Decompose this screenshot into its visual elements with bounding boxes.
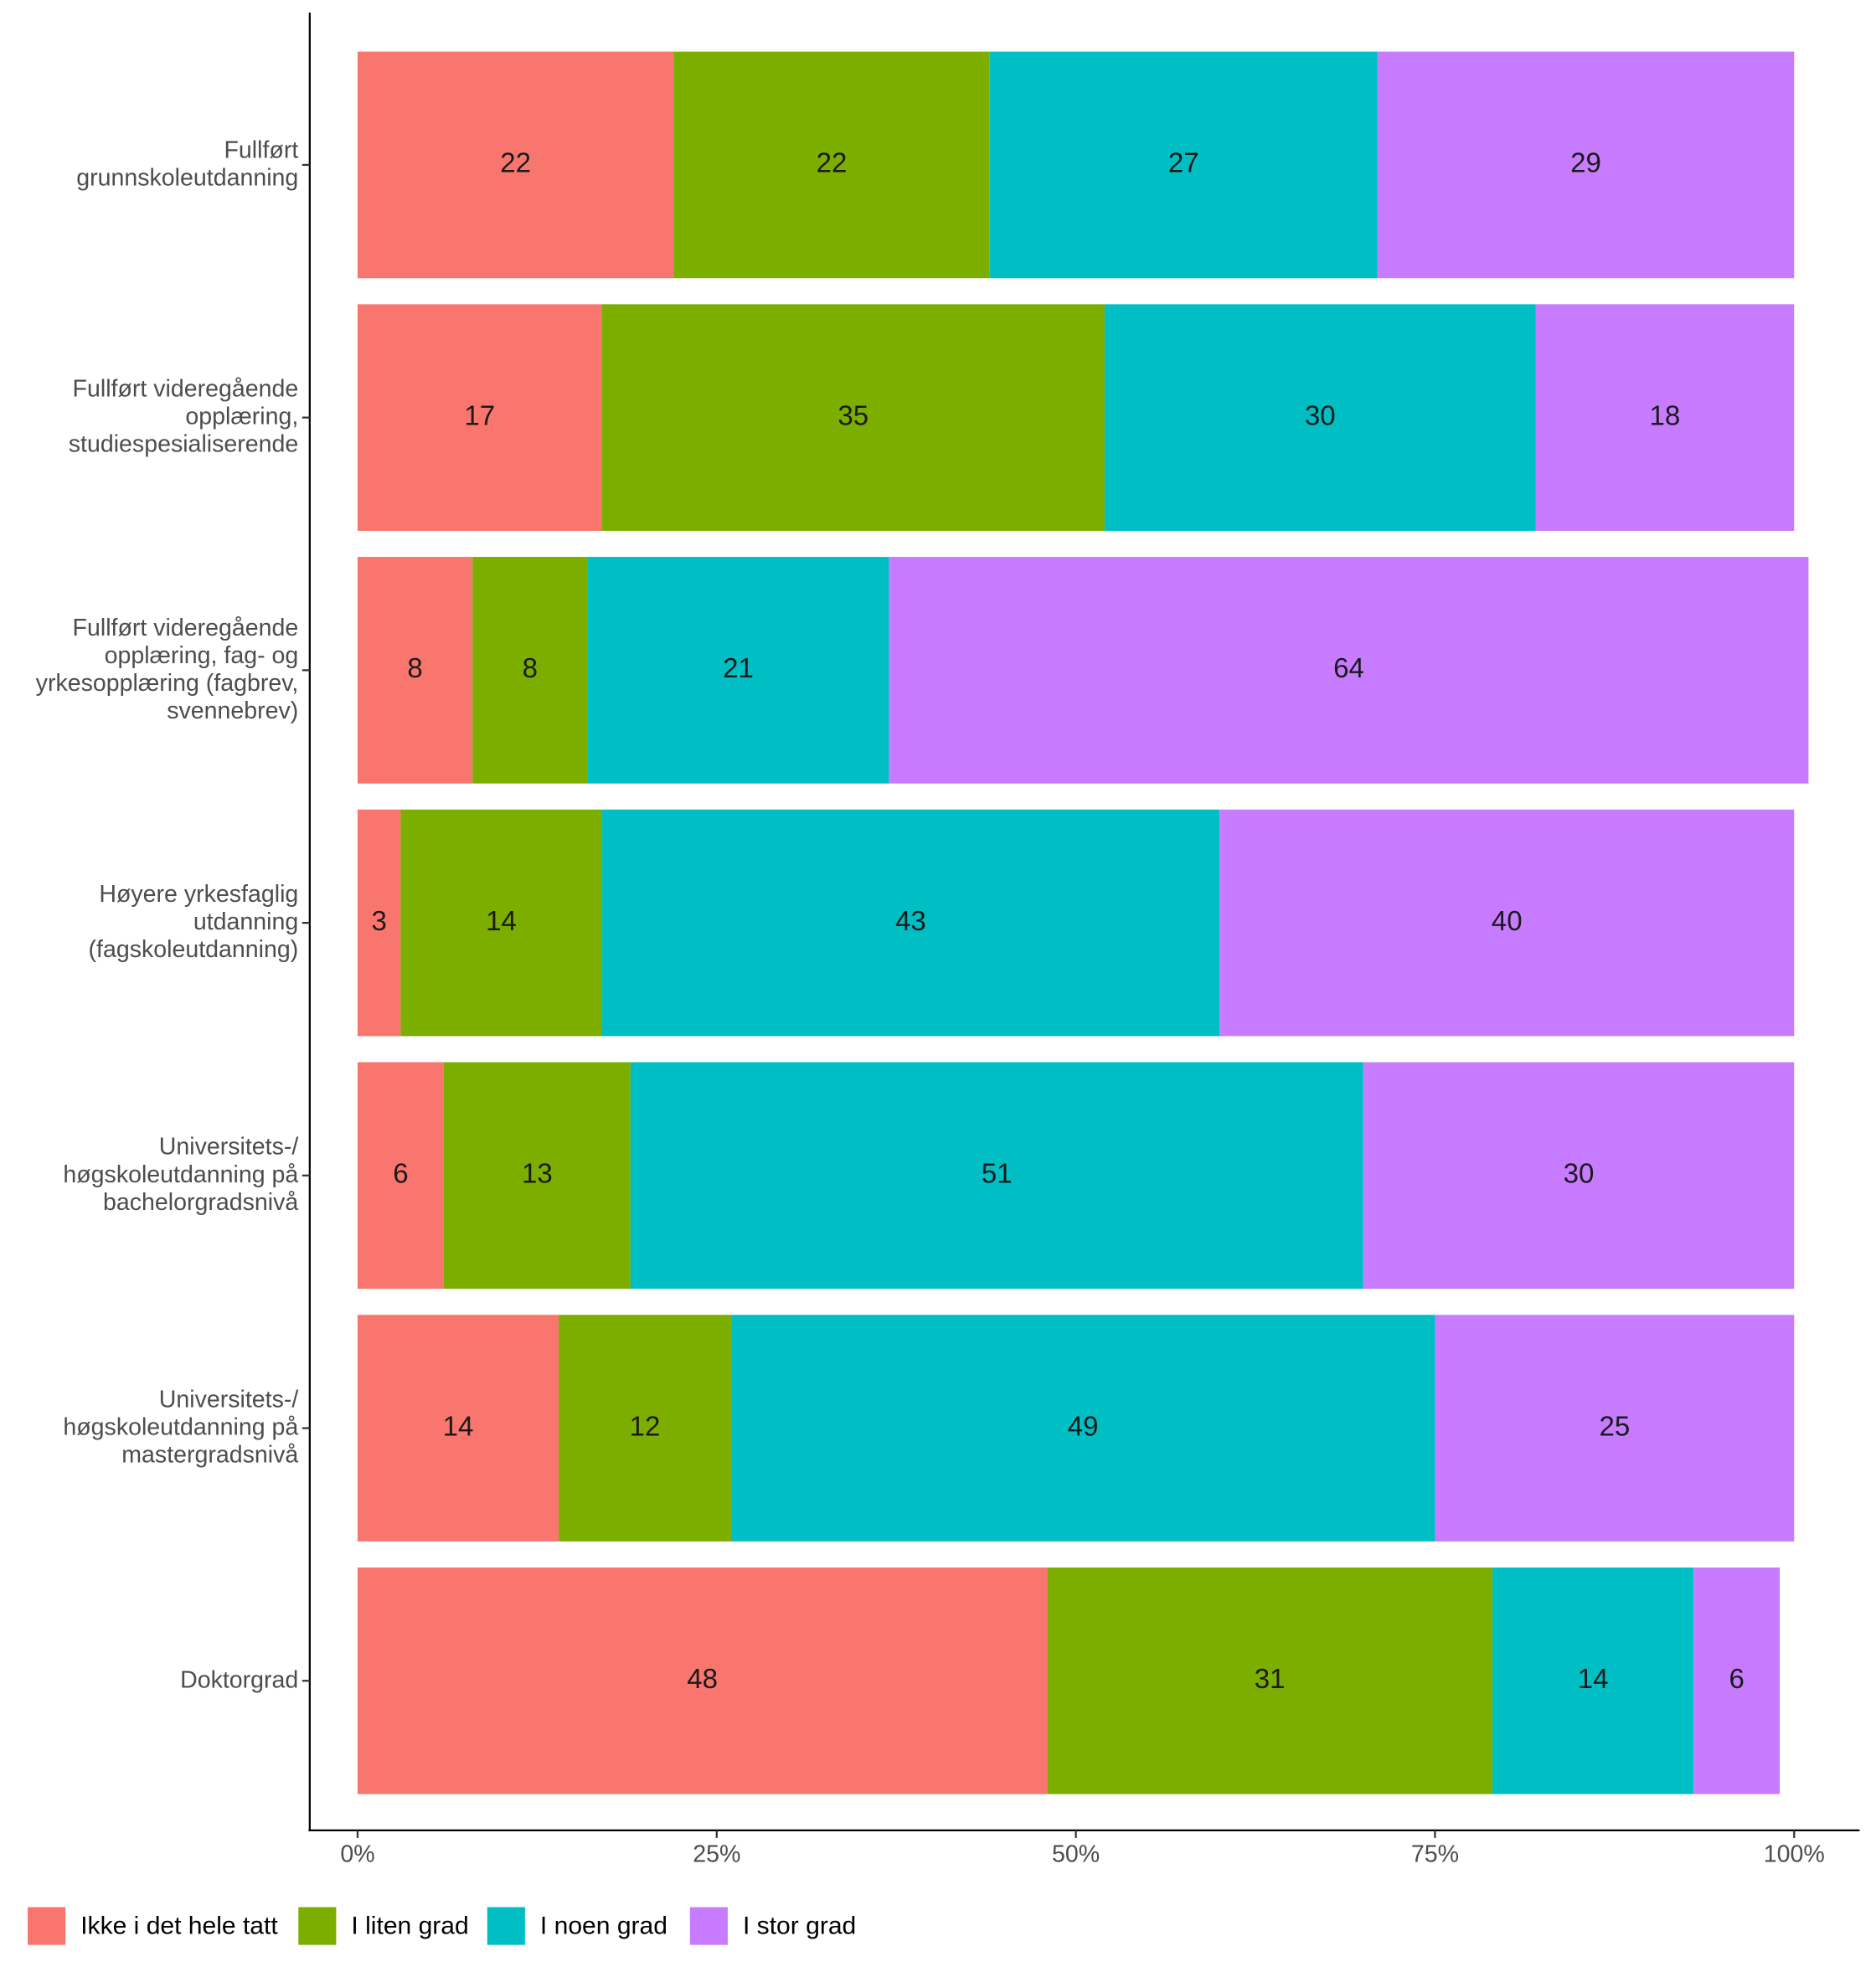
y-tick-label-line: utdanning <box>193 909 298 935</box>
data-label: 25 <box>1599 1411 1630 1442</box>
data-label: 14 <box>443 1411 474 1442</box>
bar-segment <box>730 1315 1435 1542</box>
bar-segment <box>400 809 602 1037</box>
y-tick-label: Universitets-/høgskoleutdanning på bachel… <box>63 1133 298 1215</box>
data-label: 6 <box>393 1159 408 1190</box>
bar-segment <box>357 1315 559 1542</box>
y-tick-label-line: opplæring, fag- og <box>105 641 299 668</box>
bar-segment <box>1693 1567 1781 1794</box>
bar-segment <box>601 304 1105 531</box>
data-label: 64 <box>1333 653 1364 684</box>
bar-segment <box>559 1315 731 1542</box>
y-tick-label-line: grunnskoleutdanning <box>76 164 298 191</box>
legend-label: Ikke i det hele tatt <box>80 1913 278 1940</box>
y-tick-label-line: høgskoleutdanning på <box>63 1161 298 1187</box>
y-tick-label-line: Universitets-/ <box>159 1386 299 1413</box>
data-label: 22 <box>817 148 848 179</box>
bar-segment <box>1047 1567 1493 1794</box>
data-label: 31 <box>1255 1664 1286 1695</box>
data-label: 49 <box>1068 1411 1099 1442</box>
y-tick-label: Fullført videregående opplæring, studiespe… <box>69 375 299 457</box>
data-label: 35 <box>838 400 868 431</box>
y-tick-label-line: Universitets-/ <box>159 1133 299 1160</box>
y-tick-label-line: svennebrev) <box>167 698 298 724</box>
bar-segment <box>587 557 889 784</box>
data-label: 13 <box>522 1159 553 1190</box>
y-tick-label-line: mastergradsnivå <box>121 1441 298 1468</box>
bar-segment <box>1363 1062 1795 1290</box>
bar-segment <box>630 1062 1363 1290</box>
y-tick-label-line: Fullført videregående <box>73 614 299 641</box>
legend-label: I liten grad <box>351 1913 468 1940</box>
legend-label: I noen grad <box>540 1913 667 1940</box>
bar-segment <box>1219 809 1795 1037</box>
data-label: 14 <box>1578 1664 1609 1695</box>
bar-segment <box>673 51 990 279</box>
bar-segment <box>989 51 1378 279</box>
bar-segment <box>1377 51 1795 279</box>
y-tick-label-line: (fagskoleutdanning) <box>89 936 299 963</box>
bar-segment <box>357 1062 444 1290</box>
y-tick-label: Høyere yrkesfaglig utdanning (fagskoleutda… <box>89 881 299 963</box>
bar-segment <box>357 51 674 279</box>
data-label: 27 <box>1168 148 1199 179</box>
y-tick-label-line: opplæring, <box>185 403 298 430</box>
x-tick-label: 75% <box>1411 1841 1459 1867</box>
data-label: 17 <box>464 400 495 431</box>
bar-segment <box>357 557 473 784</box>
bar-segment <box>472 557 588 784</box>
bar-segment <box>1104 304 1536 531</box>
data-label: 29 <box>1570 148 1601 179</box>
x-tick-label: 0% <box>340 1841 374 1867</box>
legend-swatch <box>487 1907 525 1945</box>
data-label: 21 <box>723 653 754 684</box>
data-label: 30 <box>1305 400 1336 431</box>
y-tick-label-line: bachelorgradsnivå <box>103 1188 298 1215</box>
y-tick-label-line: høgskoleutdanning på <box>63 1413 298 1440</box>
data-label: 48 <box>687 1664 718 1695</box>
bar-segment <box>357 1567 1048 1794</box>
y-tick-label-line: studiespesialiserende <box>69 430 299 457</box>
bar-segment <box>357 809 401 1037</box>
data-label: 30 <box>1564 1159 1595 1190</box>
data-label: 43 <box>895 906 926 937</box>
bar-segment <box>1435 1315 1795 1542</box>
bar-segment <box>1492 1567 1694 1794</box>
data-label: 3 <box>371 906 386 937</box>
y-tick-label-line: Fullført <box>224 136 298 163</box>
bar-segment <box>601 809 1220 1037</box>
data-label: 18 <box>1650 400 1681 431</box>
data-label: 8 <box>407 653 422 684</box>
bar-segment <box>357 304 602 531</box>
data-label: 8 <box>523 653 538 684</box>
bar-segment <box>889 557 1809 784</box>
y-tick-label-line: yrkesopplæring (fagbrev, <box>36 669 299 696</box>
y-tick-label: Universitets-/høgskoleutdanning på master… <box>63 1386 298 1468</box>
data-label: 12 <box>630 1411 661 1442</box>
data-label: 51 <box>982 1159 1013 1190</box>
x-tick-label: 25% <box>693 1841 740 1867</box>
y-tick-label-line: Fullført videregående <box>73 375 299 402</box>
x-tick-label: 100% <box>1764 1841 1825 1867</box>
legend-swatch <box>689 1907 728 1945</box>
y-tick-label-line: Doktorgrad <box>180 1666 298 1693</box>
data-label: 22 <box>500 148 531 179</box>
y-tick-label: Fullført grunnskoleutdanning <box>76 136 298 191</box>
bar-segment <box>443 1062 631 1290</box>
y-tick-label-line: Høyere yrkesfaglig <box>99 881 298 908</box>
y-tick-label: Doktorgrad <box>180 1666 298 1693</box>
data-label: 14 <box>486 906 517 937</box>
bar-segment <box>1535 304 1795 531</box>
data-label: 6 <box>1729 1664 1744 1695</box>
y-tick-label: Fullført videregående opplæring, fag- og y… <box>36 614 299 723</box>
legend-swatch <box>298 1907 337 1945</box>
legend-label: I stor grad <box>743 1913 856 1940</box>
data-label: 40 <box>1492 906 1523 937</box>
x-tick-label: 50% <box>1052 1841 1100 1867</box>
legend-swatch <box>28 1907 66 1945</box>
